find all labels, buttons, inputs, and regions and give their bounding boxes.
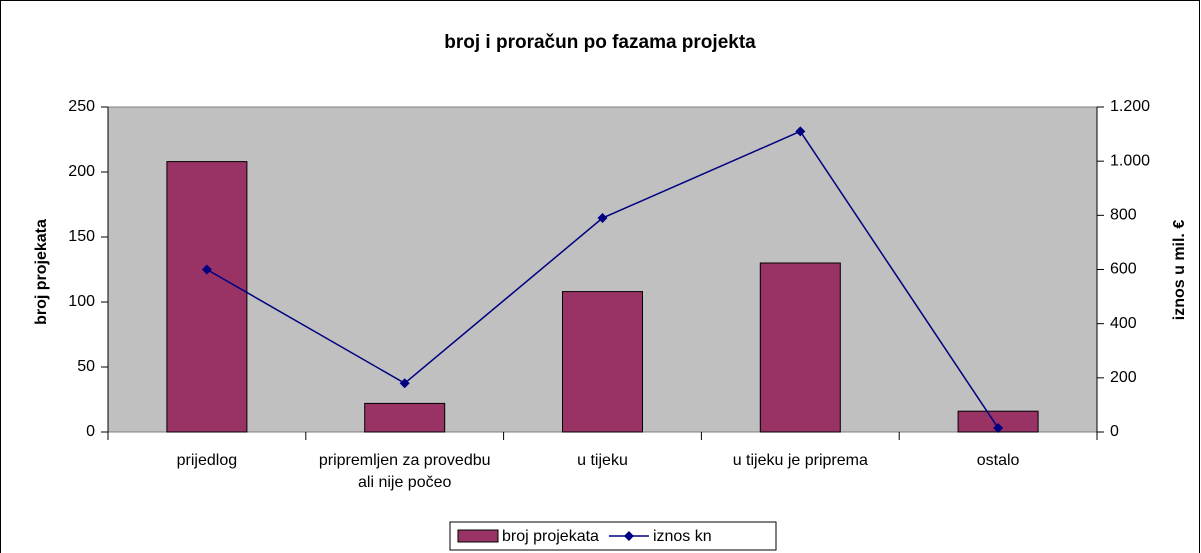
marker: [201, 264, 212, 275]
chart-title: broj i proračun po fazama projekta: [444, 32, 756, 53]
marker: [795, 126, 806, 137]
marker: [399, 378, 410, 389]
x-tick-label: ostalo: [976, 452, 1020, 469]
y-tick-label: 150: [68, 228, 95, 245]
y2-tick-label: 200: [1110, 369, 1137, 386]
y-axis-label: broj projekata: [33, 219, 50, 325]
x-tick-label: u tijeku je priprema: [732, 452, 868, 469]
y2-tick-label: 600: [1110, 261, 1137, 278]
marker: [993, 422, 1004, 433]
bar: [759, 262, 841, 433]
bar: [562, 291, 643, 433]
y-tick-label: 200: [68, 163, 95, 180]
y2-axis-label: iznos u mil. €: [1171, 220, 1188, 321]
y2-tick-label: 1.200: [1110, 98, 1150, 115]
y2-tick-label: 1.000: [1110, 152, 1150, 169]
bar: [364, 402, 446, 433]
y2-tick-label: 0: [1110, 423, 1119, 440]
y-tick-label: 250: [68, 98, 95, 115]
legend-label: broj projekata: [502, 528, 599, 545]
y-tick-label: 0: [86, 423, 95, 440]
y2-tick-label: 800: [1110, 207, 1137, 224]
x-tick-label: prijedlog: [176, 452, 238, 469]
legend-label: iznos kn: [653, 528, 712, 545]
legend-swatch: [623, 531, 634, 541]
marker: [597, 213, 608, 224]
bar: [166, 161, 248, 433]
y2-tick-label: 400: [1110, 315, 1137, 332]
x-tick-label: pripremljen za provedbu ali nije počeo: [318, 452, 491, 491]
x-tick-label: u tijeku: [577, 452, 628, 469]
legend-swatch: [457, 529, 499, 543]
y-tick-label: 50: [77, 358, 95, 375]
y-tick-label: 100: [68, 293, 95, 310]
